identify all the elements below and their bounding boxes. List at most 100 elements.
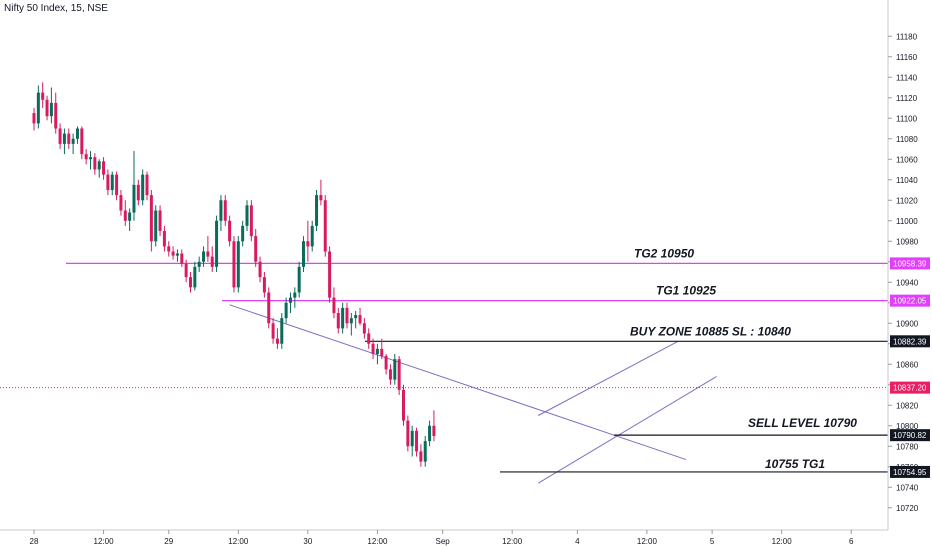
candle-down xyxy=(41,92,45,100)
y-tick-label: 11120 xyxy=(896,94,918,103)
candle-up xyxy=(288,297,292,303)
candle-up xyxy=(128,212,132,221)
y-tick-label: 10940 xyxy=(896,278,919,287)
candle-up xyxy=(341,307,345,329)
candle-down xyxy=(54,102,58,129)
candle-down xyxy=(115,174,119,196)
x-tick-label: 12:00 xyxy=(772,537,793,546)
x-tick-label: 12:00 xyxy=(367,537,388,546)
candle-up xyxy=(393,359,397,380)
candle-down xyxy=(84,154,88,160)
candle-down xyxy=(232,241,236,288)
x-tick-label: 5 xyxy=(710,537,715,546)
candle-down xyxy=(371,343,375,354)
candle-up xyxy=(245,205,249,226)
candle-down xyxy=(180,253,184,264)
candle-up xyxy=(315,195,319,226)
y-tick-label: 10740 xyxy=(896,483,919,492)
candle-up xyxy=(110,174,114,190)
x-tick-label: 12:00 xyxy=(637,537,658,546)
candle-down xyxy=(384,356,388,370)
level-annotation: TG1 10925 xyxy=(656,284,716,298)
candle-down xyxy=(171,251,175,256)
candle-down xyxy=(419,451,423,462)
candle-up xyxy=(49,102,53,117)
price-tag xyxy=(890,429,930,442)
candle-down xyxy=(336,313,340,329)
candle-down xyxy=(249,205,253,237)
candle-down xyxy=(167,246,171,252)
price-tag-label: 10754.95 xyxy=(893,468,927,477)
price-tag-label: 10922.05 xyxy=(893,297,927,306)
candle-up xyxy=(349,318,353,324)
candle-down xyxy=(267,292,271,324)
candle-down xyxy=(184,263,188,278)
candle-up xyxy=(310,225,314,247)
x-tick-label: 12:00 xyxy=(94,537,115,546)
y-tick-label: 11080 xyxy=(896,135,918,144)
candle-down xyxy=(323,200,327,252)
candle-up xyxy=(197,261,201,267)
y-tick-label: 11100 xyxy=(896,114,918,123)
candle-down xyxy=(45,99,49,117)
candle-up xyxy=(280,318,284,344)
candle-up xyxy=(175,253,179,256)
candle-down xyxy=(432,425,436,436)
candle-up xyxy=(97,161,101,170)
candle-down xyxy=(415,430,419,452)
trend-line-channel-lower xyxy=(537,376,717,484)
price-tag xyxy=(890,257,930,270)
candle-down xyxy=(32,113,36,124)
candle-down xyxy=(158,210,162,231)
candle-up xyxy=(215,220,219,267)
y-tick-label: 11180 xyxy=(896,32,918,41)
candle-up xyxy=(89,157,93,160)
candle-down xyxy=(102,161,106,175)
candle-down xyxy=(149,195,153,242)
y-tick-label: 10780 xyxy=(896,442,919,451)
candle-down xyxy=(258,261,262,278)
level-annotation: TG2 10950 xyxy=(634,246,694,260)
candle-down xyxy=(210,256,214,267)
candle-up xyxy=(428,425,432,442)
candle-down xyxy=(254,236,258,262)
level-annotation: BUY ZONE 10885 SL : 10840 xyxy=(630,324,791,338)
y-tick-label: 10980 xyxy=(896,237,919,246)
candle-down xyxy=(380,348,384,357)
candle-down xyxy=(406,420,410,447)
candle-up xyxy=(297,266,301,293)
candle-down xyxy=(228,220,232,242)
candle-down xyxy=(319,195,323,201)
y-tick-label: 10820 xyxy=(896,401,919,410)
candle-down xyxy=(397,359,401,390)
x-tick-label: 29 xyxy=(164,537,173,546)
y-tick-label: 11040 xyxy=(896,176,918,185)
current-price-tag xyxy=(890,381,930,394)
candle-up xyxy=(202,251,206,262)
candle-down xyxy=(262,277,266,293)
candle-up xyxy=(236,241,240,288)
candle-down xyxy=(123,210,127,221)
candle-down xyxy=(306,241,310,247)
y-tick-label: 11000 xyxy=(896,217,918,226)
price-tag-label: 10882.39 xyxy=(893,337,927,346)
candle-up xyxy=(154,210,158,242)
candle-up xyxy=(141,174,145,201)
trend-line-falling-trend xyxy=(229,304,687,461)
candle-down xyxy=(223,200,227,221)
candle-up xyxy=(71,138,75,144)
price-tag xyxy=(890,335,930,348)
candle-down xyxy=(136,184,140,201)
x-tick-label: 4 xyxy=(575,537,580,546)
price-tag-label: 10958.39 xyxy=(893,259,927,268)
candle-down xyxy=(332,297,336,313)
candle-down xyxy=(93,157,97,170)
candle-down xyxy=(362,323,366,334)
y-tick-label: 11020 xyxy=(896,196,918,205)
trend-line-channel-upper xyxy=(538,341,678,416)
x-tick-label: 30 xyxy=(303,537,312,546)
candle-up xyxy=(423,441,427,462)
candle-up xyxy=(75,128,79,139)
x-tick-label: Sep xyxy=(436,537,451,546)
